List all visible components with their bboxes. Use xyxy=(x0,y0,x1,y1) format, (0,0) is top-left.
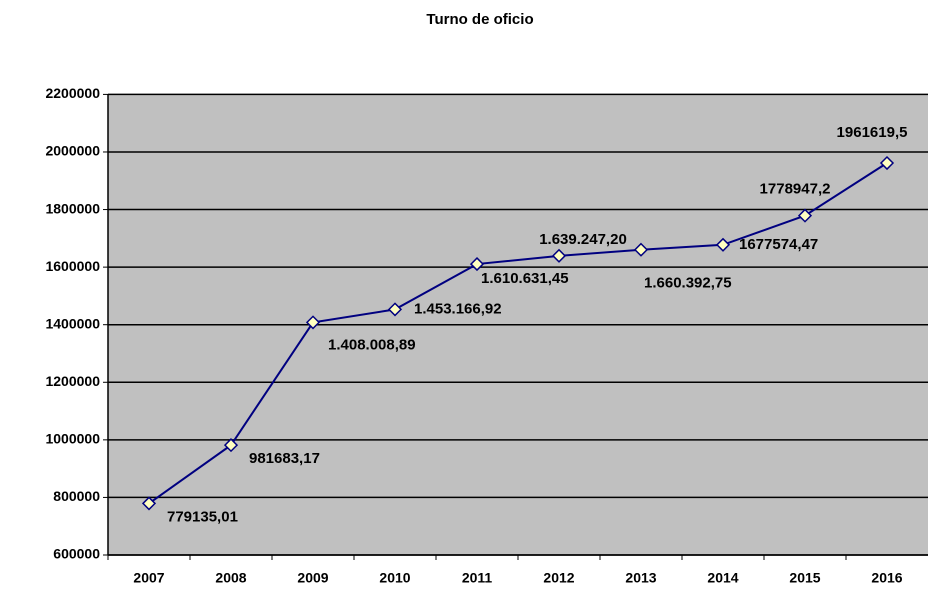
data-label: 1.453.166,92 xyxy=(414,300,502,317)
marker xyxy=(715,237,731,252)
y-tick-label: 1800000 xyxy=(45,200,100,216)
data-label: 1778947,2 xyxy=(760,181,831,198)
x-tick-label: 2007 xyxy=(133,570,164,586)
data-label: 1677574,47 xyxy=(739,236,818,253)
y-tick-label: 2200000 xyxy=(45,85,100,101)
x-tick-label: 2015 xyxy=(789,570,820,586)
chart-title: Turno de oficio xyxy=(426,11,533,28)
marker xyxy=(797,208,813,223)
y-tick-label: 1000000 xyxy=(45,431,100,447)
marker xyxy=(469,257,485,272)
data-label: 1.610.631,45 xyxy=(481,270,569,287)
y-tick-label: 600000 xyxy=(53,546,100,562)
y-tick-label: 1600000 xyxy=(45,258,100,274)
x-tick-label: 2014 xyxy=(707,570,738,586)
x-tick-label: 2010 xyxy=(379,570,410,586)
x-tick-label: 2016 xyxy=(871,570,902,586)
data-label: 1961619,5 xyxy=(837,124,908,141)
y-tick-label: 2000000 xyxy=(45,143,100,159)
marker xyxy=(141,496,157,511)
marker xyxy=(223,438,239,453)
x-tick-label: 2012 xyxy=(543,570,574,586)
marker xyxy=(633,242,649,257)
marker xyxy=(551,248,567,263)
data-label: 1.660.392,75 xyxy=(644,275,732,292)
data-label: 1.639.247,20 xyxy=(539,231,627,248)
x-tick-label: 2009 xyxy=(297,570,328,586)
x-tick-label: 2008 xyxy=(215,570,246,586)
x-tick-label: 2011 xyxy=(462,570,493,586)
y-tick-label: 1400000 xyxy=(45,315,100,331)
data-label: 1.408.008,89 xyxy=(328,336,416,353)
marker xyxy=(387,302,403,317)
marker xyxy=(305,315,321,330)
y-tick-label: 800000 xyxy=(53,488,100,504)
data-label: 981683,17 xyxy=(249,450,320,467)
line xyxy=(148,162,888,505)
data-label: 779135,01 xyxy=(167,508,238,525)
marker xyxy=(879,155,895,171)
y-tick-label: 1200000 xyxy=(45,373,100,389)
x-tick-label: 2013 xyxy=(625,570,656,586)
